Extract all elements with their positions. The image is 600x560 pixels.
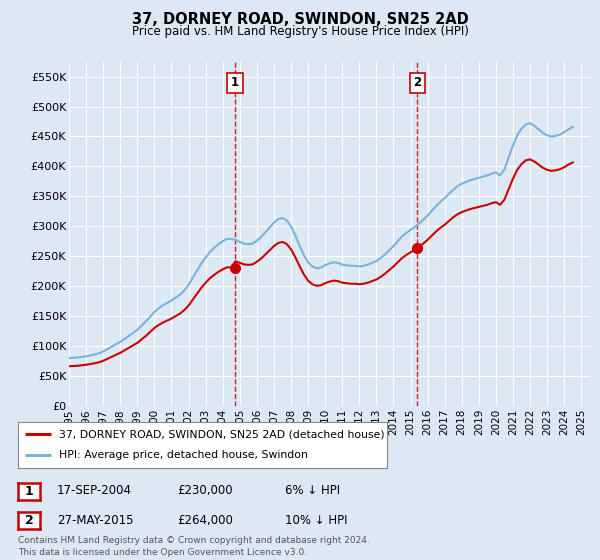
Text: 2: 2 (413, 76, 421, 89)
Text: 1: 1 (25, 484, 34, 498)
Text: 2: 2 (25, 514, 34, 528)
Text: Price paid vs. HM Land Registry's House Price Index (HPI): Price paid vs. HM Land Registry's House … (131, 25, 469, 38)
Text: 37, DORNEY ROAD, SWINDON, SN25 2AD: 37, DORNEY ROAD, SWINDON, SN25 2AD (131, 12, 469, 27)
Text: £230,000: £230,000 (177, 484, 233, 497)
Text: 17-SEP-2004: 17-SEP-2004 (57, 484, 132, 497)
Text: Contains HM Land Registry data © Crown copyright and database right 2024.
This d: Contains HM Land Registry data © Crown c… (18, 536, 370, 557)
Text: 10% ↓ HPI: 10% ↓ HPI (285, 514, 347, 527)
Text: 27-MAY-2015: 27-MAY-2015 (57, 514, 133, 527)
Text: 37, DORNEY ROAD, SWINDON, SN25 2AD (detached house): 37, DORNEY ROAD, SWINDON, SN25 2AD (deta… (59, 429, 384, 439)
Text: 1: 1 (231, 76, 239, 89)
Text: £264,000: £264,000 (177, 514, 233, 527)
Text: 6% ↓ HPI: 6% ↓ HPI (285, 484, 340, 497)
Text: HPI: Average price, detached house, Swindon: HPI: Average price, detached house, Swin… (59, 450, 307, 460)
